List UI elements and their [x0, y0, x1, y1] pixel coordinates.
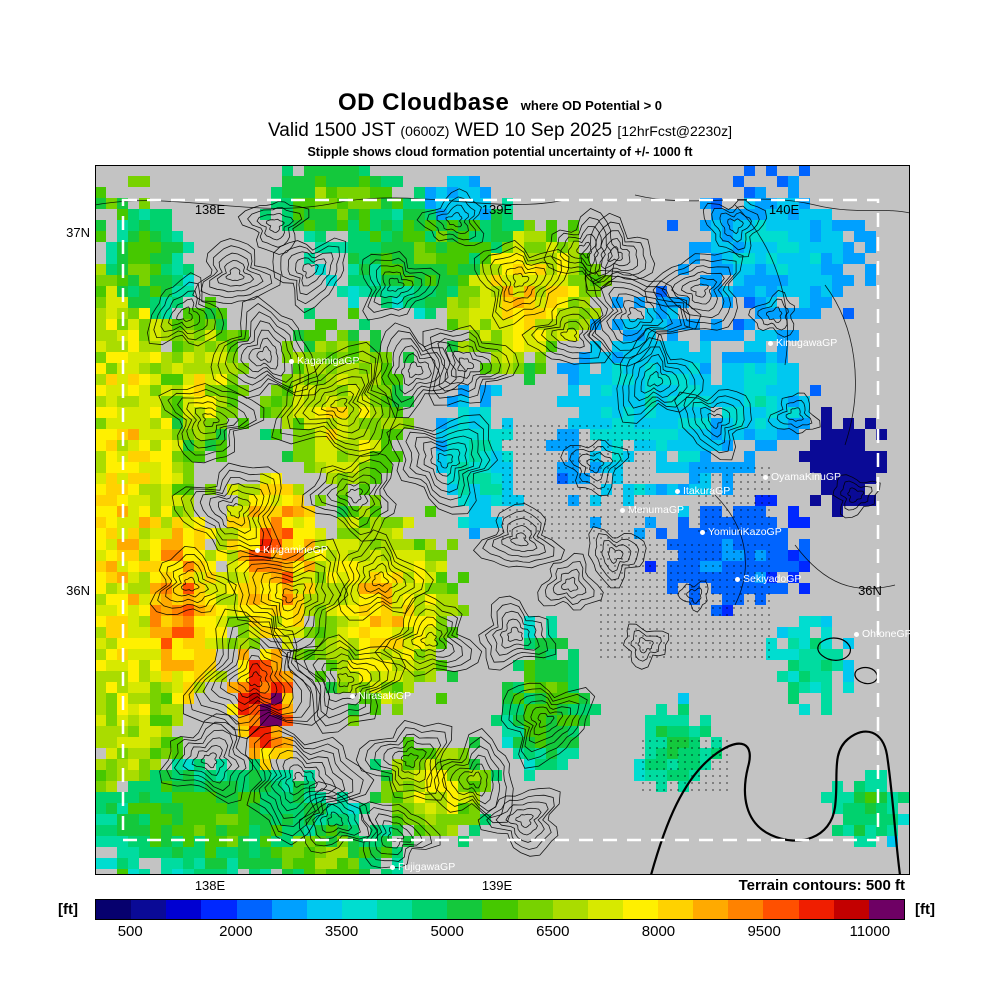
site-label: MenumaGP	[620, 504, 684, 516]
colorbar-segment	[587, 900, 623, 919]
site-marker-dot	[768, 340, 773, 346]
colorbar-segment	[341, 900, 377, 919]
grid-label-lon-top: 139E	[481, 202, 513, 217]
grid-label-lat-left: 37N	[66, 225, 90, 240]
site-name: SekiyadoGP	[743, 573, 802, 585]
colorbar-segment	[552, 900, 588, 919]
colorbar-unit-left: [ft]	[58, 901, 78, 918]
colorbar-segment	[412, 900, 448, 919]
site-name: KirigamineGP	[263, 544, 328, 556]
site-label: FujigawaGP	[390, 861, 455, 873]
grid-label-lon-bottom: 139E	[481, 878, 513, 893]
site-name: KinugawaGP	[776, 337, 838, 349]
site-label: YomiuriKazoGP	[700, 526, 782, 538]
site-label: ItakuraGP	[675, 485, 730, 497]
colorbar-segment	[763, 900, 799, 919]
site-name: OyamaKinuGP	[771, 471, 842, 483]
valid-time-line: Valid 1500 JST (0600Z) WED 10 Sep 2025 […	[0, 119, 1000, 143]
grid-label-lat-left: 36N	[66, 583, 90, 598]
forecast-lead-tag: [12hrFcst@2230z]	[617, 123, 732, 139]
grid-label-lon-bottom: 138E	[194, 878, 226, 893]
site-name: NirasakiGP	[358, 690, 412, 702]
colorbar	[95, 899, 905, 920]
colorbar-segment	[658, 900, 694, 919]
colorbar-segment	[622, 900, 658, 919]
site-label: KirigamineGP	[255, 544, 328, 556]
colorbar-tick: 9500	[747, 923, 781, 940]
colorbar-segment	[447, 900, 483, 919]
site-marker-dot	[735, 576, 740, 582]
colorbar-segment	[131, 900, 167, 919]
valid-time-date: WED 10 Sep 2025	[454, 120, 613, 141]
grid-label-lon-top: 140E	[768, 202, 800, 217]
site-label: NirasakiGP	[350, 690, 411, 702]
colorbar-segment	[728, 900, 764, 919]
colorbar-segment	[166, 900, 202, 919]
terrain-contours-note: Terrain contours: 500 ft	[738, 877, 905, 894]
site-label: OhtoneGP	[854, 628, 910, 640]
colorbar-segment	[482, 900, 518, 919]
page-title: OD Cloudbase	[337, 89, 510, 116]
colorbar-segment	[798, 900, 834, 919]
site-marker-dot	[255, 547, 260, 553]
colorbar-segment	[96, 900, 132, 919]
colorbar-segment	[306, 900, 342, 919]
map-area: 138E 139E 140E 36N KagamigaGP KinugawaGP Oya…	[95, 165, 910, 875]
colorbar-tick: 2000	[219, 923, 253, 940]
colorbar-segment	[236, 900, 272, 919]
site-label: KinugawaGP	[768, 337, 837, 349]
site-marker-dot	[700, 529, 705, 535]
site-marker-dot	[620, 507, 625, 513]
colorbar-tick: 8000	[641, 923, 676, 940]
site-marker-dot	[675, 488, 680, 494]
site-marker-dot	[763, 474, 768, 480]
colorbar-tick: 5000	[430, 923, 464, 940]
site-name: FujigawaGP	[398, 861, 456, 873]
title-block: OD Cloudbase where OD Potential > 0 Vali…	[0, 88, 1000, 160]
stipple-note: Stipple shows cloud formation potential …	[307, 144, 693, 159]
page-title-condition: where OD Potential > 0	[520, 98, 663, 113]
colorbar-tick: 500	[117, 923, 143, 940]
colorbar-segment	[693, 900, 729, 919]
site-marker-dot	[390, 864, 395, 870]
colorbar-tick: 3500	[324, 923, 359, 940]
site-marker-dot	[289, 358, 294, 364]
site-name: ItakuraGP	[683, 485, 731, 497]
site-label: OyamaKinuGP	[763, 471, 841, 483]
colorbar-segment	[517, 900, 553, 919]
valid-time-zulu: (0600Z)	[400, 123, 450, 139]
grid-label-lat-right: 36N	[858, 583, 882, 598]
grid-label-lon-top: 138E	[194, 202, 226, 217]
site-name: OhtoneGP	[862, 628, 910, 640]
colorbar-segment	[868, 900, 904, 919]
colorbar-tick: 11000	[849, 923, 891, 940]
colorbar-segment	[377, 900, 413, 919]
colorbar-tick: 6500	[536, 923, 570, 940]
site-name: KagamigaGP	[297, 355, 360, 367]
colorbar-unit-right: [ft]	[915, 901, 935, 918]
colorbar-segment	[833, 900, 869, 919]
site-name: MenumaGP	[628, 504, 685, 516]
site-name: YomiuriKazoGP	[708, 526, 782, 538]
site-label: SekiyadoGP	[735, 573, 801, 585]
colorbar-segment	[271, 900, 307, 919]
site-marker-dot	[350, 693, 355, 699]
site-marker-dot	[854, 631, 859, 637]
map-canvas	[95, 165, 910, 875]
site-label: KagamigaGP	[289, 355, 359, 367]
title-line: OD Cloudbase where OD Potential > 0	[0, 88, 1000, 118]
valid-time-prefix: Valid 1500 JST	[268, 120, 396, 141]
colorbar-segment	[201, 900, 237, 919]
